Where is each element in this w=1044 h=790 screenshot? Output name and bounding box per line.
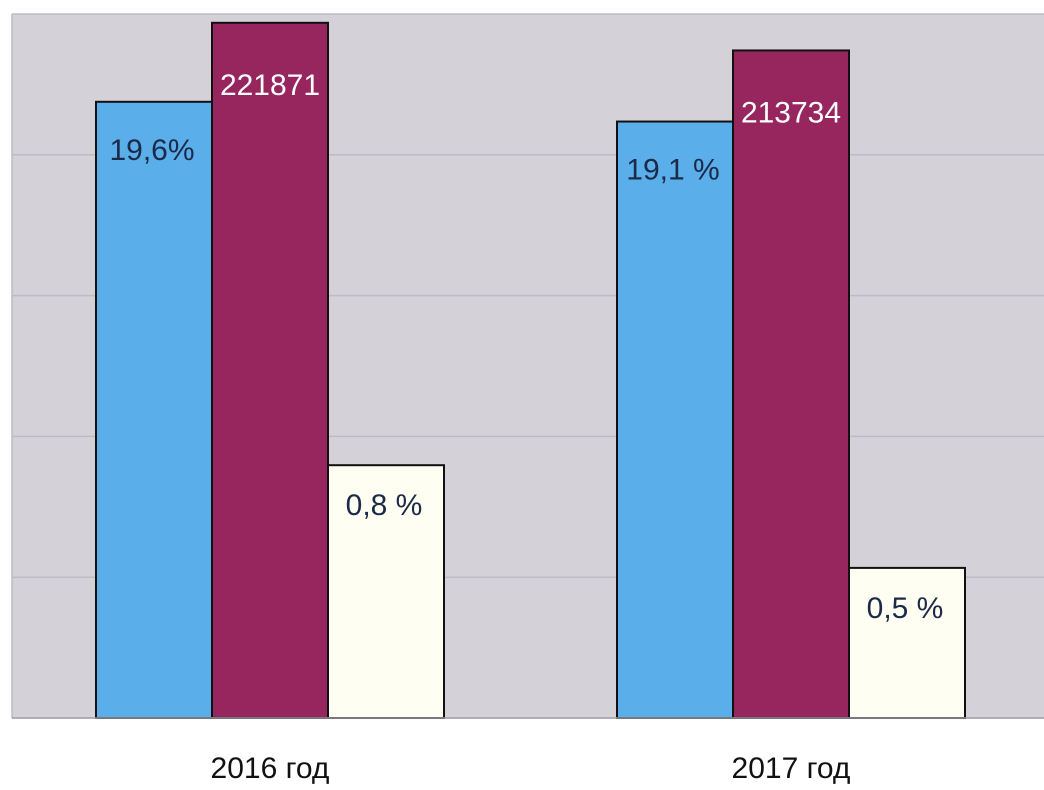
bar-series-3-group-1	[327, 464, 445, 720]
data-label-series-2-group-1: 221871	[220, 69, 320, 102]
data-label-series-3-group-2: 0,5 %	[867, 592, 944, 625]
data-label-series-1-group-1: 19,6%	[109, 134, 194, 167]
data-labels: 19,6% 221871 0,8 % 19,1 % 213734 0,5 %	[109, 69, 943, 625]
x-axis-labels: 2016 год 2017 год	[211, 752, 851, 785]
bar-series-2-group-1	[211, 21, 329, 720]
x-tick-label-1: 2016 год	[211, 752, 330, 785]
data-label-series-2-group-2: 213734	[741, 96, 841, 129]
data-label-series-3-group-1: 0,8 %	[346, 489, 423, 522]
x-tick-label-2: 2017 год	[732, 752, 851, 785]
bars	[95, 21, 966, 720]
bar-series-1-group-1	[95, 100, 213, 720]
bar-series-1-group-2	[616, 120, 734, 720]
data-label-series-1-group-2: 19,1 %	[626, 154, 719, 187]
bar-series-3-group-2	[848, 566, 966, 720]
bar-series-2-group-2	[732, 49, 850, 719]
